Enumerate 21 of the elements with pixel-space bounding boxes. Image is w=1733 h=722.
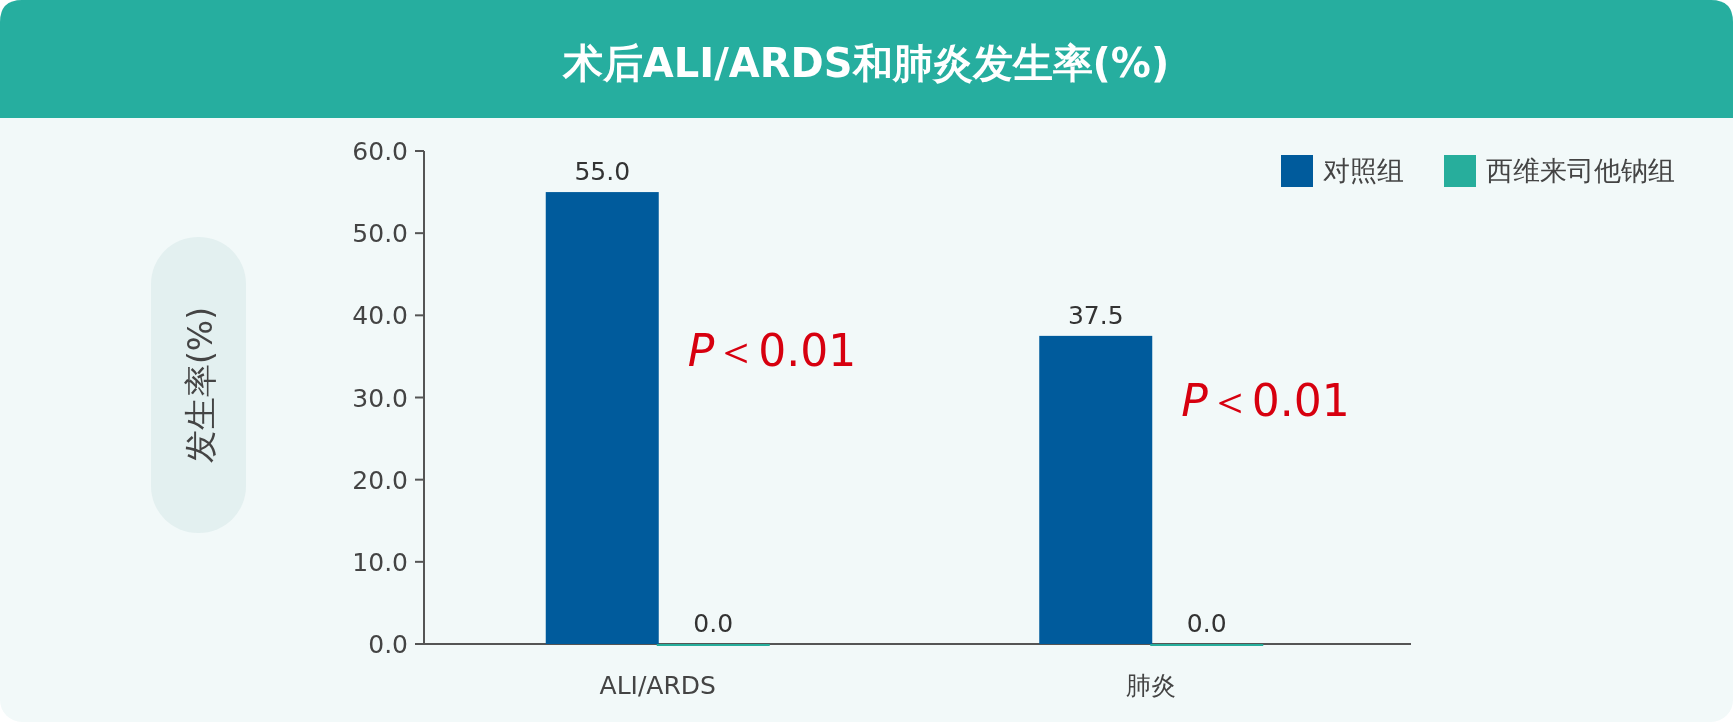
data-label: 55.0 bbox=[574, 157, 631, 187]
y-tick-label: 60.0 bbox=[352, 137, 408, 166]
legend-label: 对照组 bbox=[1323, 155, 1404, 186]
data-label: 0.0 bbox=[693, 609, 734, 638]
x-tick-label: 肺炎 bbox=[1126, 671, 1177, 700]
y-tick-label: 30.0 bbox=[352, 383, 408, 413]
y-tick-label: 50.0 bbox=[352, 219, 408, 249]
chart-title: 术后ALI/ARDS和肺炎发生率(%) bbox=[561, 40, 1170, 86]
y-tick-label: 0.0 bbox=[368, 630, 408, 659]
x-tick-label: ALI/ARDS bbox=[599, 671, 716, 700]
data-label: 37.5 bbox=[1067, 300, 1124, 330]
data-label: 0.0 bbox=[1186, 609, 1227, 638]
bar bbox=[545, 192, 659, 644]
legend-label: 西维来司他钠组 bbox=[1486, 155, 1675, 186]
y-tick-label: 20.0 bbox=[352, 465, 408, 495]
bar bbox=[1039, 335, 1153, 644]
y-tick-label: 40.0 bbox=[352, 301, 408, 331]
annotation: P＜0.01 bbox=[687, 325, 857, 377]
annotation: P＜0.01 bbox=[1181, 374, 1350, 426]
y-axis-title: 发生率(%) bbox=[181, 306, 220, 464]
y-tick-label: 10.0 bbox=[352, 547, 408, 577]
